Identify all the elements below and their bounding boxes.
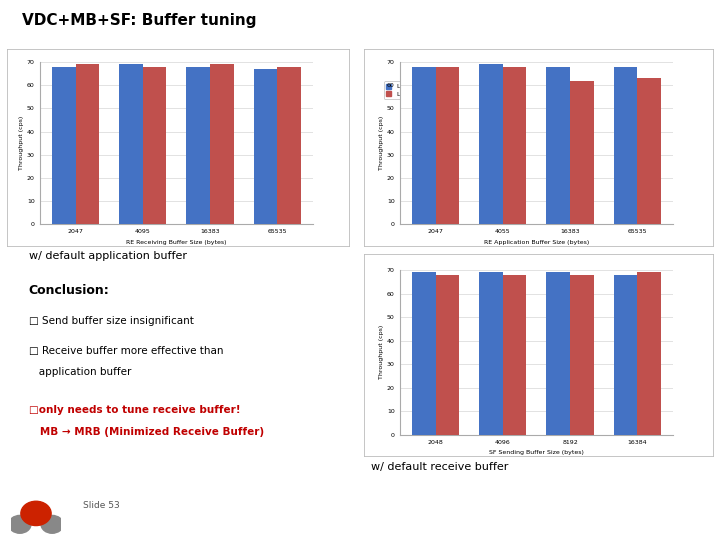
Bar xyxy=(52,67,76,224)
Bar xyxy=(570,80,593,224)
Circle shape xyxy=(21,501,51,525)
Bar xyxy=(570,275,593,435)
Text: Slide 53: Slide 53 xyxy=(83,501,120,510)
Circle shape xyxy=(9,515,31,534)
Bar xyxy=(412,67,436,224)
Text: □only needs to tune receive buffer!: □only needs to tune receive buffer! xyxy=(29,405,240,415)
X-axis label: SF Sending Buffer Size (bytes): SF Sending Buffer Size (bytes) xyxy=(489,450,584,455)
Bar xyxy=(637,272,661,435)
Text: □ Send buffer size insignificant: □ Send buffer size insignificant xyxy=(29,316,194,326)
Bar xyxy=(637,78,661,224)
Bar xyxy=(480,64,503,224)
X-axis label: RE Receiving Buffer Size (bytes): RE Receiving Buffer Size (bytes) xyxy=(126,240,227,245)
Bar xyxy=(546,67,570,224)
Bar xyxy=(277,67,301,224)
Circle shape xyxy=(41,515,63,534)
Bar xyxy=(143,67,166,224)
Bar xyxy=(120,64,143,224)
Bar xyxy=(613,67,637,224)
Bar xyxy=(480,272,503,435)
Bar xyxy=(436,67,459,224)
Legend: L150, L750: L150, L750 xyxy=(384,82,414,99)
Text: w/ default receive buffer: w/ default receive buffer xyxy=(371,462,508,472)
Text: MB → MRB (Minimized Receive Buffer): MB → MRB (Minimized Receive Buffer) xyxy=(29,427,264,437)
Text: VDC+MB+SF: Buffer tuning: VDC+MB+SF: Buffer tuning xyxy=(22,14,256,29)
Bar xyxy=(253,69,277,224)
Text: w/ default application buffer: w/ default application buffer xyxy=(29,251,186,261)
Bar xyxy=(613,275,637,435)
Text: application buffer: application buffer xyxy=(29,367,131,377)
Y-axis label: Throughput (cps): Throughput (cps) xyxy=(19,116,24,170)
Text: □ Receive buffer more effective than: □ Receive buffer more effective than xyxy=(29,346,223,356)
Bar xyxy=(412,272,436,435)
Bar xyxy=(503,67,526,224)
Bar xyxy=(436,275,459,435)
Y-axis label: Throughput (cps): Throughput (cps) xyxy=(379,116,384,170)
X-axis label: RE Application Buffer Size (bytes): RE Application Buffer Size (bytes) xyxy=(484,240,589,245)
Bar xyxy=(503,275,526,435)
Bar xyxy=(186,67,210,224)
Bar xyxy=(546,272,570,435)
Y-axis label: Throughput (cps): Throughput (cps) xyxy=(379,325,384,380)
Bar xyxy=(76,64,99,224)
Bar xyxy=(210,64,233,224)
Text: Conclusion:: Conclusion: xyxy=(29,284,109,296)
